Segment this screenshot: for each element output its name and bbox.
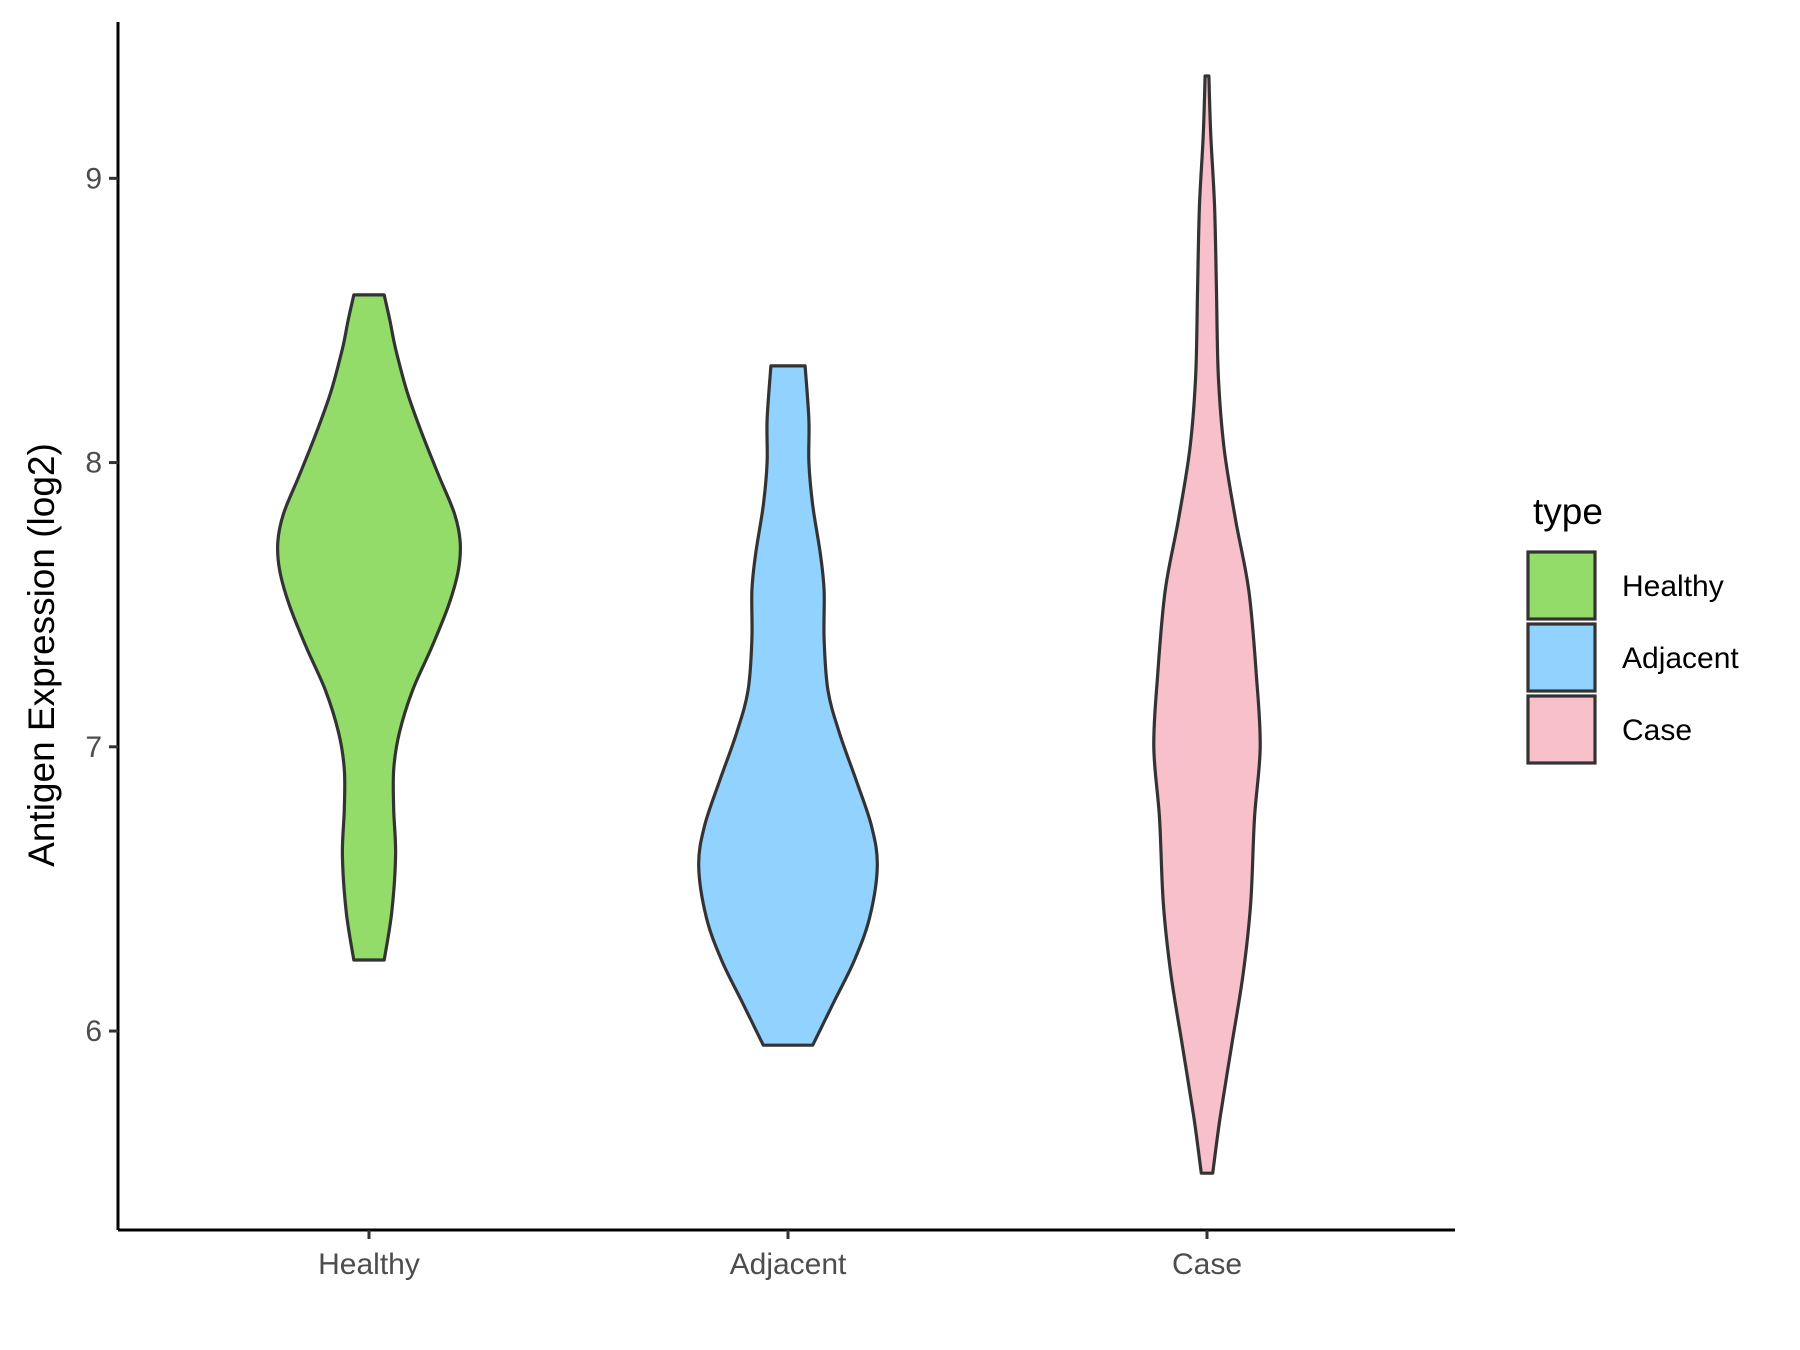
- legend-title: type: [1533, 491, 1603, 532]
- legend-label-adjacent: Adjacent: [1622, 642, 1739, 675]
- legend: type Healthy Adjacent Case: [1526, 491, 1739, 765]
- y-tick-label: 7: [85, 731, 102, 764]
- y-tick-label: 9: [85, 162, 102, 195]
- x-tick-label: Adjacent: [730, 1248, 847, 1281]
- legend-key-case: [1526, 694, 1597, 765]
- legend-key-adjacent: [1526, 622, 1597, 693]
- y-tick-label: 6: [85, 1015, 102, 1048]
- violin-case: [1152, 74, 1262, 1175]
- legend-label-healthy: Healthy: [1622, 570, 1724, 603]
- x-axis: Healthy Adjacent Case: [118, 1228, 1455, 1281]
- plot-area: [275, 74, 1262, 1175]
- y-axis-title: Antigen Expression (log2): [21, 443, 62, 867]
- x-tick-label: Healthy: [318, 1248, 420, 1281]
- y-tick-label: 8: [85, 447, 102, 480]
- violin-adjacent: [697, 364, 879, 1047]
- violin-healthy: [275, 293, 463, 962]
- x-tick-label: Case: [1172, 1248, 1242, 1281]
- legend-label-case: Case: [1622, 714, 1692, 747]
- legend-key-healthy: [1526, 550, 1597, 621]
- y-axis: 6 7 8 9: [85, 22, 120, 1230]
